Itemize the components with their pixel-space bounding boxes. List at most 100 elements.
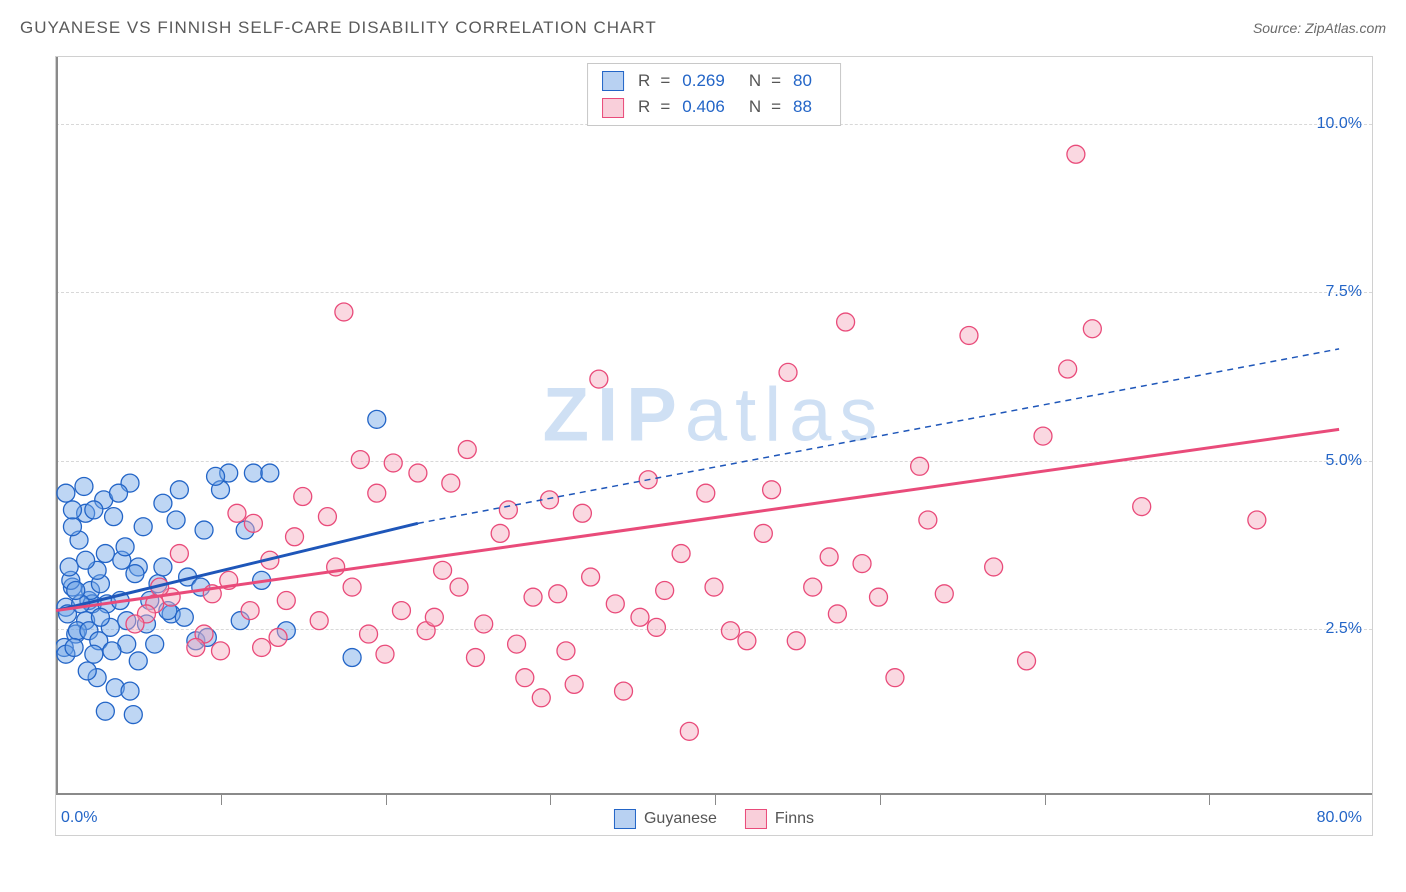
scatter-point <box>532 689 550 707</box>
scatter-point <box>124 706 142 724</box>
n-label: N <box>749 94 761 120</box>
scatter-point <box>72 595 90 613</box>
scatter-point <box>77 551 95 569</box>
scatter-point <box>91 575 109 593</box>
scatter-point <box>351 451 369 469</box>
scatter-point <box>804 578 822 596</box>
scatter-point <box>672 545 690 563</box>
r-label: R <box>638 94 650 120</box>
scatter-point <box>1059 360 1077 378</box>
scatter-point <box>1018 652 1036 670</box>
y-tick-label: 5.0% <box>1326 452 1362 470</box>
scatter-point <box>647 618 665 636</box>
scatter-point <box>98 595 116 613</box>
scatter-point <box>121 474 139 492</box>
scatter-point <box>318 508 336 526</box>
scatter-point <box>985 558 1003 576</box>
scatter-point <box>277 622 295 640</box>
gridline <box>56 629 1372 630</box>
scatter-point <box>590 370 608 388</box>
scatter-point <box>853 555 871 573</box>
scatter-point <box>62 571 80 589</box>
scatter-point <box>491 524 509 542</box>
scatter-point <box>557 642 575 660</box>
scatter-point <box>392 602 410 620</box>
scatter-point <box>179 568 197 586</box>
scatter-point <box>80 592 98 610</box>
r-label: R <box>638 68 650 94</box>
scatter-svg <box>56 57 1372 835</box>
scatter-point <box>919 511 937 529</box>
scatter-point <box>154 558 172 576</box>
scatter-point <box>195 625 213 643</box>
scatter-point <box>541 491 559 509</box>
scatter-point <box>565 675 583 693</box>
scatter-point <box>151 578 169 596</box>
scatter-point <box>368 484 386 502</box>
scatter-point <box>65 639 83 657</box>
y-tick-label: 7.5% <box>1326 283 1362 301</box>
scatter-point <box>434 561 452 579</box>
x-tick <box>550 795 551 805</box>
scatter-point <box>110 484 128 502</box>
scatter-point <box>779 363 797 381</box>
scatter-point <box>121 682 139 700</box>
scatter-point <box>105 508 123 526</box>
scatter-point <box>95 491 113 509</box>
scatter-point <box>60 558 78 576</box>
scatter-point <box>236 521 254 539</box>
scatter-point <box>582 568 600 586</box>
scatter-point <box>886 669 904 687</box>
scatter-point <box>187 632 205 650</box>
trend-line <box>56 429 1339 610</box>
scatter-point <box>425 608 443 626</box>
legend-swatch <box>745 809 767 829</box>
x-axis-min-label: 0.0% <box>61 809 97 827</box>
y-tick-label: 10.0% <box>1317 115 1362 133</box>
scatter-point <box>212 481 230 499</box>
scatter-point <box>67 581 85 599</box>
scatter-point <box>137 605 155 623</box>
scatter-point <box>162 605 180 623</box>
legend-item: Finns <box>745 809 814 829</box>
scatter-point <box>63 501 81 519</box>
scatter-point <box>85 645 103 663</box>
legend-swatch <box>602 98 624 118</box>
scatter-point <box>697 484 715 502</box>
scatter-point <box>129 652 147 670</box>
scatter-point <box>91 608 109 626</box>
trend-line <box>56 523 418 610</box>
scatter-point <box>111 592 129 610</box>
series-legend: GuyaneseFinns <box>614 809 814 829</box>
scatter-point <box>126 565 144 583</box>
scatter-point <box>77 504 95 522</box>
scatter-point <box>231 612 249 630</box>
scatter-point <box>335 303 353 321</box>
watermark: ZIPatlas <box>543 371 886 458</box>
scatter-point <box>327 558 345 576</box>
scatter-point <box>59 605 77 623</box>
legend-swatch <box>602 71 624 91</box>
scatter-point <box>77 612 95 630</box>
scatter-point <box>116 538 134 556</box>
scatter-point <box>126 615 144 633</box>
legend-swatch <box>614 809 636 829</box>
scatter-point <box>207 467 225 485</box>
scatter-point <box>228 504 246 522</box>
scatter-point <box>187 639 205 657</box>
scatter-point <box>466 649 484 667</box>
scatter-point <box>524 588 542 606</box>
scatter-point <box>220 464 238 482</box>
r-value: 0.269 <box>682 68 725 94</box>
scatter-point <box>458 441 476 459</box>
scatter-point <box>244 464 262 482</box>
n-value: 80 <box>793 68 812 94</box>
scatter-point <box>960 326 978 344</box>
scatter-point <box>56 639 73 657</box>
scatter-point <box>705 578 723 596</box>
source-credit: Source: ZipAtlas.com <box>1253 20 1386 36</box>
scatter-point <box>656 581 674 599</box>
scatter-point <box>83 595 101 613</box>
scatter-point <box>129 558 147 576</box>
scatter-point <box>450 578 468 596</box>
